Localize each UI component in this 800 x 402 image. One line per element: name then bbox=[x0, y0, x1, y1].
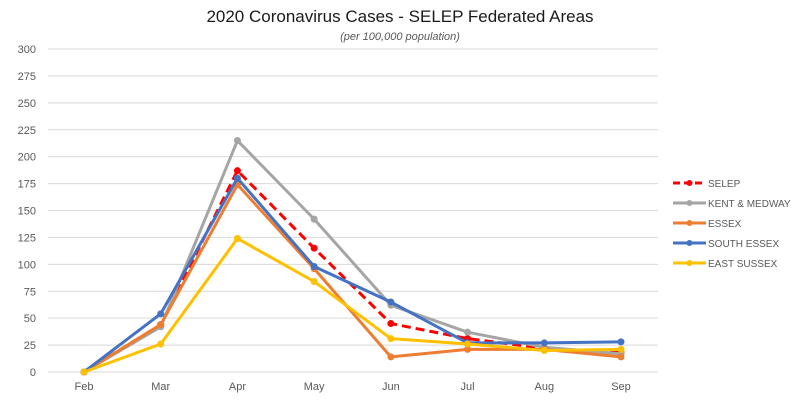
legend-item: SELEP bbox=[673, 179, 741, 190]
data-point bbox=[540, 339, 548, 347]
legend-marker bbox=[686, 240, 693, 246]
legend-item: SOUTH ESSEX bbox=[673, 239, 779, 250]
legend-marker bbox=[686, 180, 693, 186]
series-line bbox=[83, 139, 622, 374]
legend-label: KENT & MEDWAY bbox=[708, 199, 791, 210]
y-tick-label: 150 bbox=[18, 206, 36, 218]
x-tick-label: Apr bbox=[229, 381, 246, 393]
data-point bbox=[387, 353, 395, 361]
chart-subtitle: (per 100,000 population) bbox=[340, 31, 460, 43]
legend-label: EAST SUSSEX bbox=[708, 259, 778, 270]
data-point bbox=[233, 174, 241, 182]
y-tick-label: 275 bbox=[18, 71, 36, 83]
y-tick-label: 225 bbox=[18, 125, 36, 137]
x-tick-label: Jul bbox=[461, 381, 475, 393]
y-tick-label: 75 bbox=[24, 286, 36, 298]
x-tick-label: Aug bbox=[534, 381, 554, 393]
data-point bbox=[387, 335, 395, 343]
series-east-sussex bbox=[80, 234, 625, 376]
x-tick-label: Sep bbox=[611, 381, 631, 393]
data-point bbox=[80, 368, 88, 376]
data-point bbox=[310, 244, 318, 252]
data-point bbox=[157, 321, 165, 329]
y-tick-label: 25 bbox=[24, 340, 36, 352]
legend-label: SOUTH ESSEX bbox=[708, 239, 779, 250]
y-tick-label: 250 bbox=[18, 98, 36, 110]
legend-marker bbox=[686, 220, 693, 226]
legend-marker bbox=[686, 200, 693, 206]
y-tick-label: 50 bbox=[24, 313, 36, 325]
x-tick-label: Feb bbox=[75, 381, 94, 393]
data-point bbox=[310, 278, 318, 286]
data-point bbox=[387, 320, 395, 328]
data-point bbox=[387, 298, 395, 306]
legend-label: ESSEX bbox=[708, 219, 742, 230]
y-tick-label: 200 bbox=[18, 152, 36, 164]
y-axis-ticks: 0 25 50 75 100 125 150 175 200 225 250 275 300 bbox=[18, 44, 36, 379]
data-point bbox=[157, 310, 165, 318]
x-tick-label: May bbox=[304, 381, 325, 393]
legend: SELEP KENT & MEDWAY ESSEX SOUTH ESSEX EAST S… bbox=[673, 179, 791, 270]
data-point bbox=[233, 234, 241, 242]
legend-item: KENT & MEDWAY bbox=[673, 199, 791, 210]
x-tick-label: Mar bbox=[151, 381, 170, 393]
gridlines bbox=[48, 48, 658, 373]
y-tick-label: 0 bbox=[30, 367, 36, 379]
data-point bbox=[617, 353, 625, 361]
x-axis-ticks: Feb Mar Apr May Jun Jul Aug Sep bbox=[75, 381, 631, 393]
legend-marker bbox=[686, 260, 693, 266]
data-point bbox=[617, 338, 625, 346]
legend-item: EAST SUSSEX bbox=[673, 259, 778, 270]
data-point bbox=[157, 340, 165, 348]
x-tick-label: Jun bbox=[382, 381, 400, 393]
y-tick-label: 125 bbox=[18, 232, 36, 244]
data-point bbox=[464, 328, 472, 336]
data-point bbox=[233, 137, 241, 145]
data-point bbox=[617, 345, 625, 353]
y-tick-label: 300 bbox=[18, 44, 36, 56]
data-point bbox=[464, 340, 472, 348]
series-lines bbox=[80, 137, 625, 376]
data-point bbox=[464, 345, 472, 353]
y-tick-label: 100 bbox=[18, 259, 36, 271]
data-point bbox=[233, 167, 241, 175]
legend-label: SELEP bbox=[708, 179, 741, 190]
data-point bbox=[310, 262, 318, 270]
data-point bbox=[540, 346, 548, 354]
legend-item: ESSEX bbox=[673, 219, 742, 230]
series-south-essex bbox=[80, 174, 625, 376]
series-line bbox=[83, 176, 622, 374]
data-point bbox=[310, 215, 318, 223]
y-tick-label: 175 bbox=[18, 179, 36, 191]
chart-title: 2020 Coronavirus Cases - SELEP Federated… bbox=[206, 7, 593, 26]
series-line bbox=[83, 236, 622, 374]
